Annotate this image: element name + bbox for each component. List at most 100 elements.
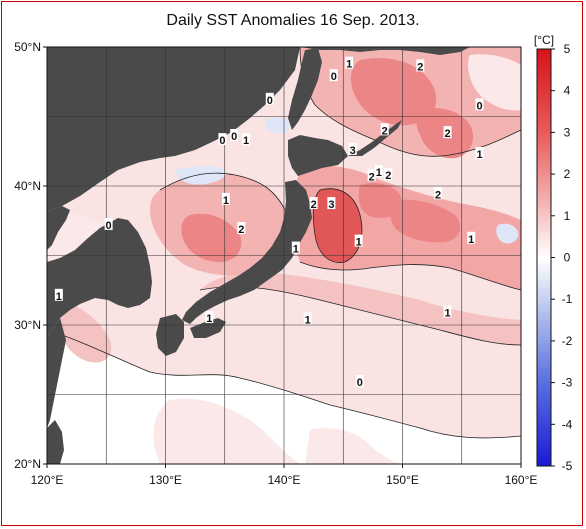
land-sakhalin	[288, 48, 322, 130]
contour-label: 2	[417, 61, 423, 73]
contour-label: 2	[385, 170, 391, 182]
colorbar-tick-label: -3	[562, 376, 573, 390]
contour-label-bg	[104, 217, 113, 230]
contour-label-bg	[467, 231, 476, 244]
contour-label-bg	[237, 222, 246, 235]
colorbar-tick-label: -4	[562, 417, 573, 431]
contour-label-bg	[230, 128, 239, 141]
lon-tick-label: 130°E	[149, 473, 182, 487]
lon-tick-label: 160°E	[505, 473, 538, 487]
contour-2-sanriku	[312, 188, 363, 263]
contour-label: 0	[476, 100, 482, 112]
contour-label: 0	[231, 131, 237, 143]
mid-anomaly-band	[200, 272, 521, 345]
contour-label: 1	[356, 237, 362, 249]
contour-label-bg	[327, 197, 336, 210]
contour-label-bg	[384, 167, 393, 180]
contour-label: 3	[350, 145, 356, 157]
contour-label: 2	[369, 171, 375, 183]
contour-label: 2	[444, 128, 450, 140]
contour-label: 1	[206, 313, 212, 325]
contour-label-bg	[54, 288, 63, 301]
axis-ticks: 120°E 130°E 140°E 150°E 160°E 20°N 30°N 40°N 50°…	[14, 40, 537, 487]
contour-label: 1	[305, 314, 311, 326]
land-asia-mainland	[47, 47, 300, 212]
colorbar-tick-label: 2	[564, 167, 571, 181]
contour-label: 0	[219, 135, 225, 147]
contour-label-bg	[218, 133, 227, 146]
contour-label-bg	[354, 234, 363, 247]
contour-label-bg	[416, 59, 425, 72]
contour-label-bg	[367, 169, 376, 182]
contour-label: 1	[444, 307, 450, 319]
map-title: Daily SST Anomalies 16 Sep. 2013.	[166, 12, 420, 29]
contour-label: 1	[56, 291, 62, 303]
contour-label-bg	[309, 197, 318, 210]
contour-label: 2	[311, 199, 317, 211]
lat-tick-label: 50°N	[14, 40, 41, 54]
contour-label: 1	[476, 149, 482, 161]
contour-1-north	[299, 261, 521, 291]
contour-label-bg	[291, 241, 300, 254]
land-taiwan	[47, 420, 64, 464]
light-patch-south-1	[153, 398, 300, 464]
colorbar-tick-label: 1	[564, 209, 571, 223]
colorbar-tick-label: -1	[562, 292, 573, 306]
contour-label-bg	[265, 92, 274, 105]
colorbar: [°C] 5 4 3 2 1 0 -1 -2 -3 -4 -5	[534, 33, 573, 473]
contour-label-bg	[329, 69, 338, 82]
contour-label-bg	[303, 312, 312, 325]
colorbar-tick-label: -2	[562, 334, 573, 348]
land-liaodong	[47, 206, 70, 250]
land-kuril-islands	[348, 120, 402, 156]
land-china-coast	[47, 318, 66, 428]
contour-label-bg	[475, 147, 484, 160]
colorbar-tick-label: 0	[564, 251, 571, 265]
lon-tick-label: 140°E	[268, 473, 301, 487]
light-patch-south-2	[305, 428, 400, 464]
contour-label-bg	[221, 192, 230, 205]
warm-core-east	[389, 199, 461, 243]
land-hokkaido	[288, 135, 348, 176]
contour-label-bg	[443, 126, 452, 139]
contour-label: 1	[223, 195, 229, 207]
contour-label: 1	[243, 135, 249, 147]
contour-label: 2	[238, 224, 244, 236]
contour-label: 1	[293, 244, 299, 256]
contour-label-bg	[475, 98, 484, 111]
contour-label: 2	[435, 189, 441, 201]
lat-tick-label: 20°N	[14, 457, 41, 471]
contour-japan-sea	[159, 172, 286, 211]
land-korea-china	[47, 218, 152, 336]
colorbar-tick-label: 3	[564, 125, 571, 139]
warm-core-kuril	[358, 183, 402, 218]
warm-patch-ecs	[53, 300, 112, 363]
contour-label-bg	[443, 305, 452, 318]
lat-tick-label: 40°N	[14, 179, 41, 193]
neutral-patch-sw	[47, 389, 117, 464]
contour-label: 2	[382, 125, 388, 137]
contour-label: 1	[346, 59, 352, 71]
contour-label-bg	[374, 165, 383, 178]
contour-label: 0	[357, 377, 363, 389]
land-shikoku	[190, 318, 226, 338]
contour-label: 1	[376, 167, 382, 179]
colorbar-unit: [°C]	[534, 33, 554, 47]
contour-label: 0	[267, 95, 273, 107]
contour-label: 1	[468, 234, 474, 246]
land-kyushu	[156, 314, 184, 356]
warm-core-sanriku	[313, 188, 362, 263]
colorbar-tick-label: 4	[564, 84, 571, 98]
colorbar-tick-label: 5	[564, 42, 571, 56]
warm-core-okhotsk-1	[350, 58, 437, 126]
contour-label-bg	[355, 374, 364, 387]
contour-label-bg	[242, 133, 251, 146]
contour-label-bg	[205, 311, 214, 324]
colorbar-tick-label: -5	[562, 459, 573, 473]
cool-patch-japan-sea	[175, 166, 227, 185]
contour-label: 0	[331, 71, 337, 83]
contour-0-south	[47, 329, 521, 439]
